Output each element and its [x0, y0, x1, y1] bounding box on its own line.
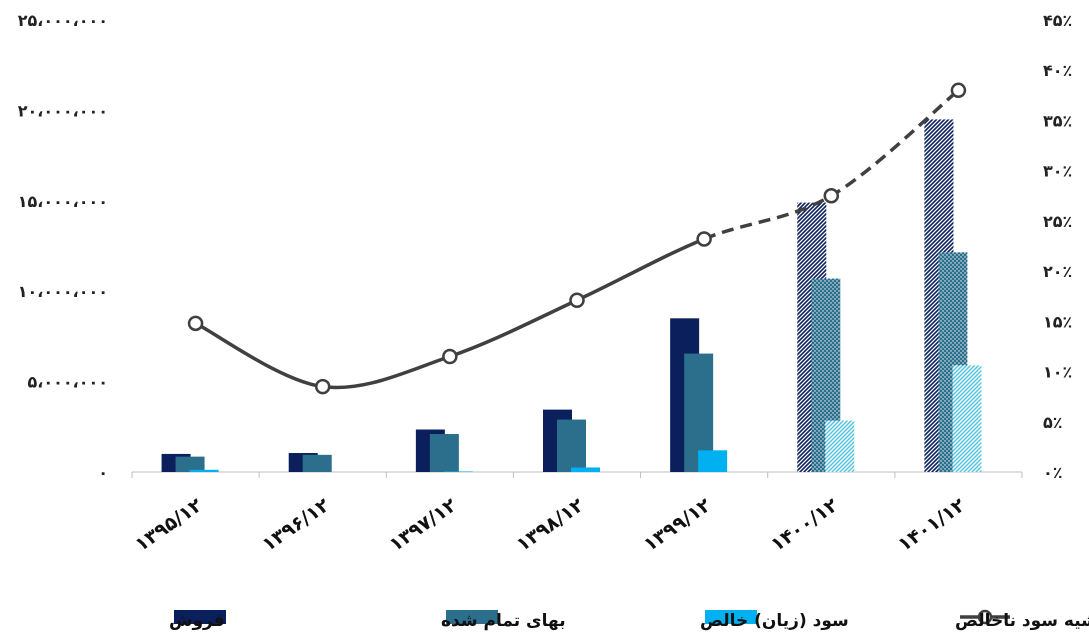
bar-3 — [571, 467, 600, 472]
margin-line-point — [314, 378, 331, 395]
right-axis-tick-label: ۳۵٪ — [1043, 111, 1072, 130]
legend-label: فروش — [169, 611, 225, 631]
margin-line-forecast — [703, 88, 960, 241]
x-axis-category-label: ۱۴۰۱/۱۲ — [894, 494, 970, 556]
bar-3 — [189, 469, 219, 472]
bar-2 — [557, 419, 586, 472]
x-axis-category-label: ۱۳۹۹/۱۲ — [640, 494, 716, 556]
legend-swatch — [705, 610, 757, 624]
x-axis-category-label: ۱۳۹۶/۱۲ — [258, 494, 334, 556]
legend: حاشیه سود ناخالص سود (زیان) خالص بهای تمام… — [169, 609, 1089, 631]
legend-label: سود (زیان) خالص — [700, 611, 849, 631]
legend-label: حاشیه سود ناخالص — [955, 611, 1089, 631]
bar-3 — [952, 365, 982, 472]
legend-swatch — [446, 610, 498, 624]
margin-line-point — [950, 82, 967, 99]
right-axis-tick-label: ۴۰٪ — [1043, 61, 1072, 80]
margin-line-point — [696, 231, 712, 247]
right-axis-tick-label: ۳۰٪ — [1043, 162, 1072, 181]
right-axis-tick-label: ۴۵٪ — [1043, 11, 1072, 30]
right-axis-tick-label: ۰٪ — [1043, 463, 1063, 482]
right-axis-tick-label: ۱۰٪ — [1043, 363, 1072, 382]
right-axis-tick-label: ۱۵٪ — [1043, 312, 1072, 331]
margin-line-point — [823, 188, 840, 204]
margin-line-actual — [194, 237, 705, 390]
left-axis-tick-label: ۰ — [98, 463, 108, 482]
right-axis-tick-label: ۲۰٪ — [1043, 262, 1072, 281]
legend-swatch — [174, 610, 226, 624]
right-axis-tick-label: ۲۵٪ — [1043, 212, 1072, 231]
x-axis-category-label: ۱۳۹۷/۱۲ — [385, 494, 461, 556]
bar-3 — [698, 450, 728, 472]
legend-label: بهای تمام شده — [441, 611, 566, 631]
right-axis-tick-label: ۵٪ — [1043, 413, 1063, 432]
left-axis-tick-label: ۲۰،۰۰۰،۰۰۰ — [18, 101, 108, 120]
bar-2 — [175, 456, 205, 472]
bar-3 — [825, 420, 855, 472]
left-axis-tick-label: ۱۵،۰۰۰،۰۰۰ — [18, 192, 108, 211]
legend-swatch-marker — [977, 609, 993, 625]
bar-3 — [443, 471, 473, 472]
left-axis-tick-label: ۱۰،۰۰۰،۰۰۰ — [18, 282, 108, 301]
margin-line — [187, 82, 967, 395]
margin-line-point — [569, 292, 585, 308]
axes: ۰ ۵،۰۰۰،۰۰۰ ۱۰،۰۰۰،۰۰۰ ۱۵،۰۰۰،۰۰۰ ۲۰،۰۰۰،۰۰۰… — [18, 11, 1073, 556]
x-axis-category-label: ۱۳۹۵/۱۲ — [131, 494, 207, 556]
left-axis-tick-label: ۲۵،۰۰۰،۰۰۰ — [18, 11, 108, 30]
bars — [161, 119, 982, 472]
bar-2 — [302, 454, 332, 472]
left-axis-tick-label: ۵،۰۰۰،۰۰۰ — [27, 373, 108, 392]
bar-2 — [429, 434, 459, 472]
x-axis-category-label: ۱۴۰۰/۱۲ — [767, 494, 843, 556]
margin-line-point — [442, 348, 458, 365]
x-axis-category-label: ۱۳۹۸/۱۲ — [513, 494, 589, 556]
margin-line-point — [187, 315, 204, 332]
